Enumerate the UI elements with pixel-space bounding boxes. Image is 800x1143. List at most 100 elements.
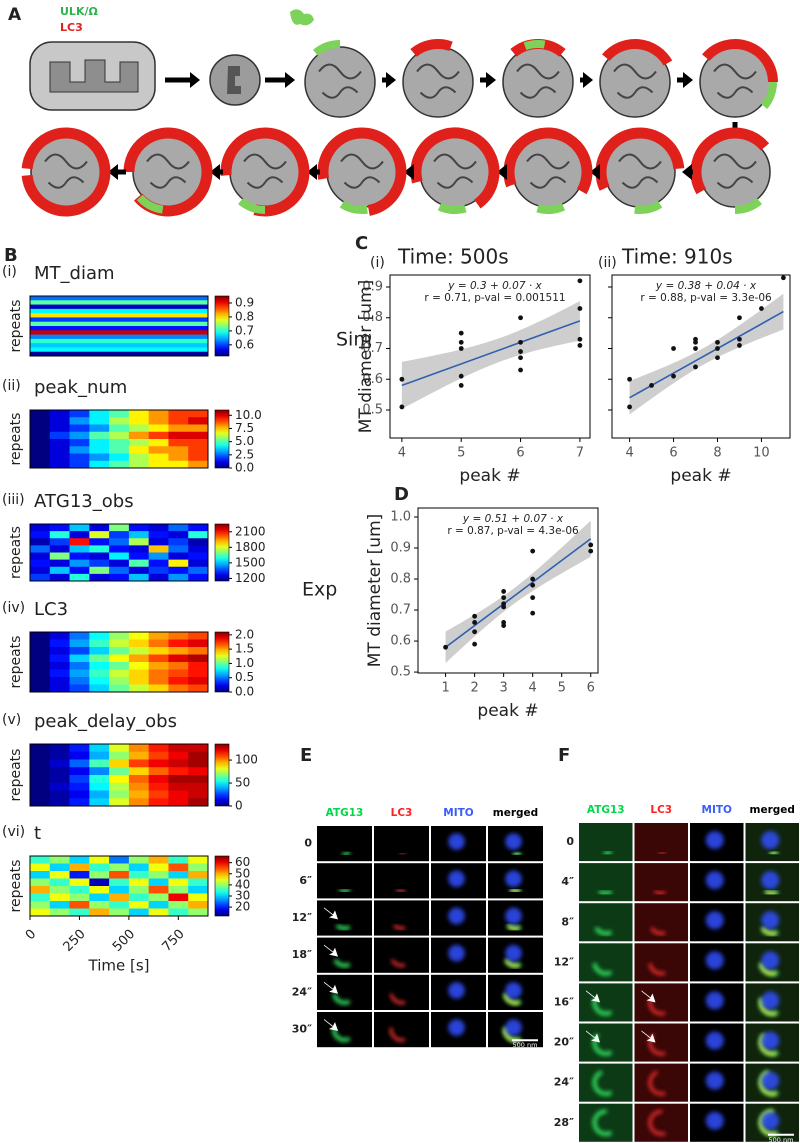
heatmap-cell — [89, 767, 110, 776]
heatmap-cell — [128, 424, 150, 433]
lc3-signal — [503, 993, 520, 1005]
heatmap-cell — [128, 639, 150, 648]
heatmap-cell — [188, 677, 209, 685]
heatmap-cell — [49, 559, 70, 568]
data-point — [518, 339, 523, 345]
mito-signal — [448, 944, 465, 962]
row-label: 18″ — [292, 948, 312, 961]
heatmap-cell — [148, 863, 169, 872]
fit-line — [401, 320, 581, 387]
micrograph — [373, 973, 430, 1011]
heatmap-cell — [128, 751, 150, 760]
heatmap-cell — [109, 744, 130, 753]
x-tick-label: 1 — [441, 681, 449, 696]
heatmap-cell — [89, 744, 110, 753]
panel-label: C — [355, 233, 368, 254]
lc3-coat — [317, 127, 407, 216]
heatmap-cell — [30, 901, 51, 909]
subpanel-label: (iv) — [2, 600, 25, 616]
ulk-patch — [634, 200, 663, 214]
row-label: 6″ — [299, 874, 312, 887]
arrow-head — [404, 164, 414, 180]
heatmap-cell — [89, 417, 110, 425]
data-point — [671, 373, 676, 379]
heatmap-cell — [109, 531, 130, 539]
y-tick-label: 0.9 — [362, 279, 383, 294]
arrow-marker — [641, 1030, 656, 1043]
heatmap-cell — [49, 632, 70, 640]
heatmap-cell — [109, 775, 130, 784]
panel-label: A — [8, 5, 22, 25]
heatmap-cell — [188, 798, 209, 807]
arrow-head — [108, 164, 118, 180]
heatmap-cell — [49, 446, 70, 454]
heatmap-cell — [128, 559, 150, 568]
heatmap-cell — [128, 863, 150, 872]
heatmap-cell — [188, 647, 209, 655]
cristae — [318, 63, 362, 99]
heatmap-cell — [89, 782, 110, 791]
heatmap-cell — [128, 782, 150, 791]
heatmap-cell — [30, 334, 209, 340]
heatmap-cell — [30, 545, 51, 553]
colorbar-tick-label: 2100 — [235, 524, 266, 538]
cristae — [227, 66, 241, 94]
heatmap-cell — [148, 669, 169, 678]
colorbar — [214, 409, 230, 469]
atg13-signal — [598, 889, 613, 896]
heatmap-cell — [69, 531, 90, 539]
heatmap-cell — [148, 538, 169, 546]
subpanel-label: (v) — [2, 712, 21, 728]
heatmap-cell — [89, 684, 110, 693]
heatmap-cell — [49, 751, 70, 760]
heatmap-cell — [148, 573, 169, 582]
heatmap-cell — [30, 343, 209, 348]
row-label: Sim — [336, 329, 372, 351]
heatmap-cell — [168, 446, 189, 454]
heatmap-cell — [168, 647, 189, 655]
data-point — [737, 315, 742, 321]
heatmap-cell — [128, 632, 150, 640]
equation: y = 0.3 + 0.07 · x — [447, 280, 542, 292]
heatmap-cell — [49, 424, 70, 433]
heatmap-cell — [188, 446, 209, 454]
data-point — [518, 349, 523, 354]
heatmap-cell — [128, 538, 150, 546]
heatmap-cell — [69, 767, 90, 776]
heatmap-cell — [148, 662, 169, 670]
arrow-head — [210, 164, 220, 180]
fit-line — [629, 310, 784, 399]
heatmap-cell — [128, 744, 150, 753]
heatmap-cell — [69, 893, 90, 902]
heatmap-cell — [168, 662, 189, 670]
data-point — [759, 306, 764, 311]
heatmap-cell — [30, 308, 209, 314]
data-point — [627, 404, 632, 410]
heatmap-cell — [69, 647, 90, 655]
mito-signal — [448, 870, 465, 888]
data-point — [399, 376, 405, 382]
heatmap-cell — [30, 878, 51, 887]
heatmap-cell — [89, 639, 110, 648]
mito-signal — [705, 911, 724, 930]
atg13-signal — [592, 1070, 613, 1096]
heatmap-cell — [128, 573, 150, 582]
data-point — [715, 355, 720, 361]
heatmap-cell — [30, 775, 51, 784]
x-tick-label: 2 — [470, 681, 478, 696]
heatmap-cell — [148, 893, 169, 902]
lc3-signal — [764, 890, 777, 895]
heatmap-cell — [128, 460, 150, 469]
heatmap-cell — [188, 538, 209, 546]
arrow-head — [307, 164, 317, 180]
heatmap-cell — [30, 573, 51, 582]
heatmap-cell — [109, 669, 130, 678]
heatmap-cell — [109, 417, 130, 425]
mito-signal — [761, 991, 780, 1010]
heatmap-cell — [30, 424, 51, 433]
heatmap-cell — [188, 684, 209, 693]
heatmap-cell — [30, 639, 51, 648]
heatmap-cell — [69, 566, 90, 575]
mito-signal — [448, 1019, 465, 1036]
heatmap-cell — [128, 886, 150, 894]
